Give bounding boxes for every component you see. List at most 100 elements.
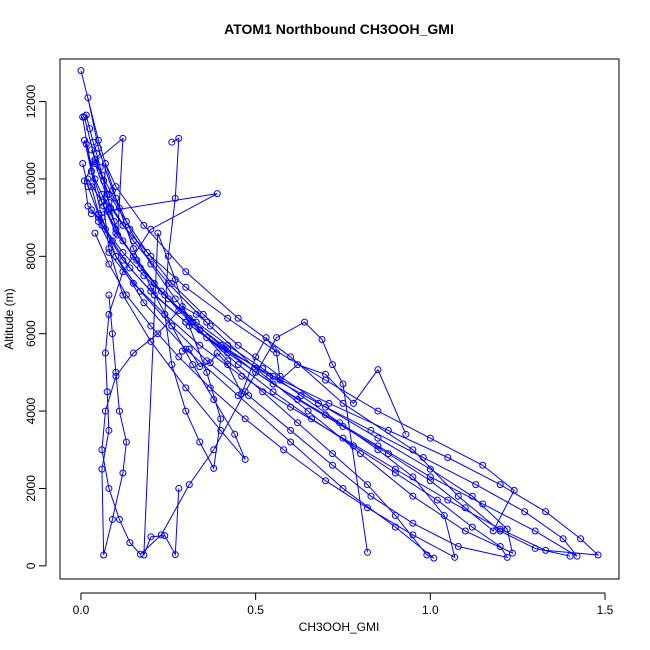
data-point (126, 539, 134, 547)
data-point (241, 415, 249, 423)
data-point (136, 287, 144, 295)
data-point (287, 438, 295, 446)
data-point (430, 554, 438, 562)
data-point (86, 125, 94, 133)
data-point (479, 461, 487, 469)
data-point (234, 392, 242, 400)
data-point (454, 492, 462, 500)
data-point (147, 533, 155, 541)
data-point (154, 330, 162, 338)
data-point (87, 146, 95, 154)
data-point (374, 407, 382, 415)
data-point (297, 392, 305, 400)
data-point (112, 183, 120, 191)
data-point (542, 546, 550, 554)
data-point (280, 446, 288, 454)
data-point (454, 543, 462, 550)
data-point (363, 504, 371, 512)
data-point (206, 359, 214, 367)
data-point (171, 276, 179, 284)
data-point (129, 252, 137, 260)
y-tick-label: 10000 (24, 162, 38, 196)
data-point (115, 407, 123, 415)
data-point (147, 252, 155, 260)
data-point (203, 368, 211, 376)
data-point (294, 419, 302, 427)
y-tick-label: 8000 (24, 243, 38, 270)
data-point (322, 370, 330, 378)
data-point (84, 94, 92, 102)
data-point (315, 399, 323, 407)
data-point (161, 532, 169, 540)
data-point (126, 264, 134, 272)
data-point (154, 229, 162, 237)
data-point (82, 140, 90, 148)
data-point (105, 260, 113, 268)
data-point (87, 206, 95, 214)
data-point (105, 426, 113, 434)
data-point (94, 214, 102, 222)
data-point (157, 287, 165, 295)
data-point (182, 268, 190, 276)
data-point (119, 237, 127, 245)
data-point (374, 446, 382, 454)
data-point (112, 252, 120, 260)
series-line-2 (82, 97, 435, 559)
data-point (224, 341, 232, 349)
data-point (105, 248, 113, 256)
data-point (384, 426, 392, 434)
data-point (409, 446, 417, 454)
data-point (101, 349, 109, 357)
data-point (122, 438, 130, 446)
data-point (175, 134, 183, 142)
data-point (594, 551, 602, 559)
data-point (322, 477, 330, 485)
data-point (374, 434, 382, 442)
data-point (119, 248, 127, 256)
series-line-9 (91, 193, 218, 556)
data-point (329, 450, 337, 458)
data-point (234, 314, 242, 322)
data-point (259, 365, 267, 373)
data-point (206, 322, 214, 330)
data-point (325, 399, 333, 407)
data-point (304, 407, 312, 415)
data-point (96, 163, 104, 171)
data-point (91, 175, 99, 183)
series-line-6 (82, 163, 600, 556)
data-point (234, 361, 242, 369)
data-point (168, 279, 176, 287)
data-point (496, 543, 504, 550)
data-point (182, 407, 190, 415)
data-point (119, 134, 127, 142)
data-point (426, 473, 434, 481)
data-point (185, 481, 193, 489)
data-point (192, 318, 200, 326)
data-point (374, 442, 382, 450)
data-point (508, 549, 516, 557)
data-point (192, 310, 200, 318)
data-point (182, 384, 190, 392)
data-point (426, 477, 434, 485)
data-point (367, 426, 375, 434)
data-point (308, 415, 316, 423)
data-point (79, 159, 87, 167)
data-point (339, 434, 347, 442)
data-point (114, 231, 122, 239)
data-point (168, 322, 176, 330)
data-point (224, 314, 232, 322)
x-tick-label: 0.5 (247, 603, 264, 617)
data-point (245, 392, 253, 400)
data-point (426, 465, 434, 473)
data-point (150, 291, 158, 299)
data-point (178, 347, 186, 355)
data-point (143, 248, 151, 256)
data-point (203, 334, 211, 342)
data-point (409, 531, 417, 539)
data-point (276, 376, 284, 384)
data-point (496, 525, 504, 533)
series-line-13 (83, 114, 124, 236)
series-line-1 (80, 70, 571, 557)
data-point (103, 190, 111, 198)
data-point (419, 454, 427, 462)
